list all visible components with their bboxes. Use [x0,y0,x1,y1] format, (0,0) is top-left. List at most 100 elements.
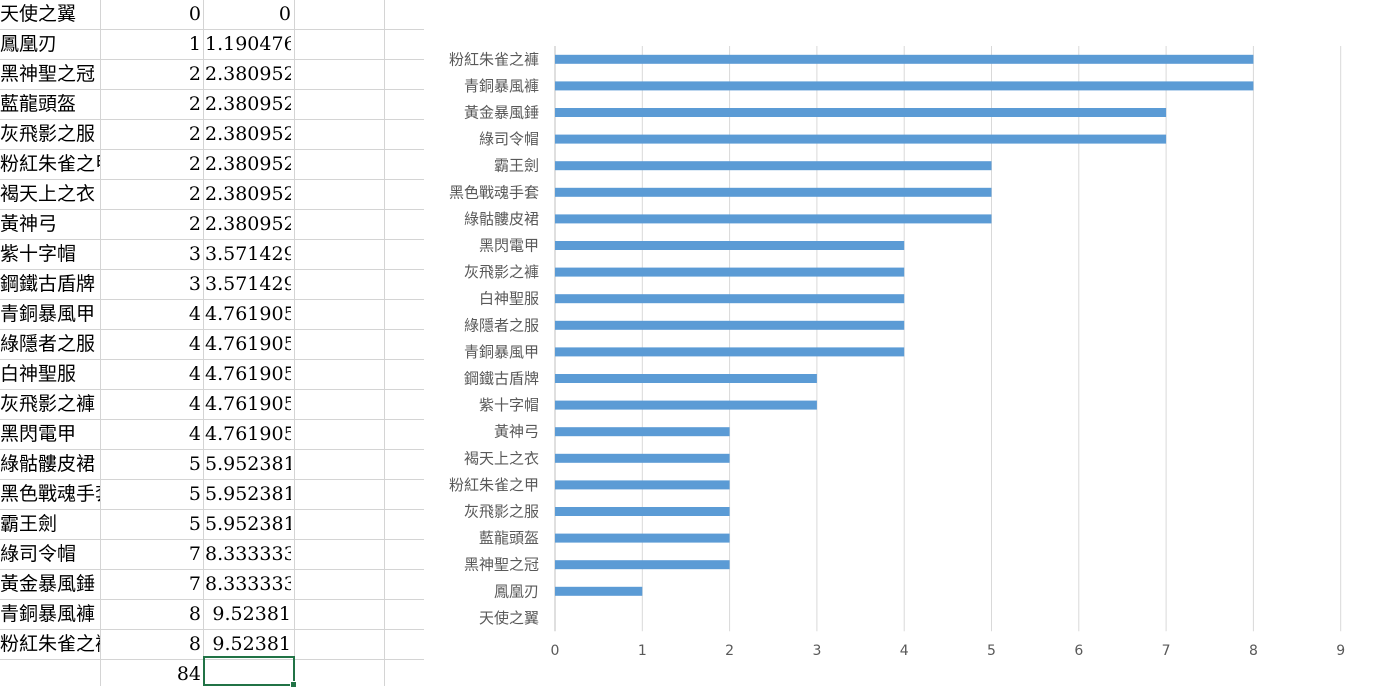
category-label: 黑神聖之冠 [464,556,539,574]
percent-cell[interactable]: 2.380952 [205,213,291,235]
item-name-cell[interactable]: 青銅暴風甲 [0,303,96,325]
count-cell[interactable]: 2 [188,183,201,205]
total-cell[interactable]: 84 [176,663,201,685]
count-cell[interactable]: 1 [188,33,201,55]
count-cell[interactable]: 4 [188,363,201,385]
table-row[interactable]: 鋼鐵古盾牌 3 3.571429 [0,270,424,300]
count-cell[interactable]: 7 [188,543,201,565]
table-row[interactable]: 青銅暴風褲 8 9.52381 [0,600,424,630]
count-cell[interactable]: 5 [188,483,201,505]
percent-cell[interactable]: 4.761905 [205,303,291,325]
count-cell[interactable]: 7 [188,573,201,595]
item-name-cell[interactable]: 黑色戰魂手套 [0,483,100,505]
table-row[interactable]: 褐天上之衣 2 2.380952 [0,180,424,210]
percent-cell[interactable]: 4.761905 [205,423,291,445]
count-cell[interactable]: 3 [188,273,201,295]
percent-cell[interactable]: 2.380952 [205,183,291,205]
item-name-cell[interactable]: 霸王劍 [0,513,58,535]
percent-cell[interactable]: 4.761905 [205,393,291,415]
count-cell[interactable]: 5 [188,513,201,535]
bar [555,108,1167,117]
count-cell[interactable]: 4 [188,393,201,415]
bar-chart[interactable]: 天使之翼 鳳凰刃 黑神聖之冠 藍龍頭盔 灰飛影之服 粉紅朱雀之甲 褐天上之衣 黃神弓 紫十字帽 鋼… [424,0,1387,686]
item-name-cell[interactable]: 青銅暴風褲 [0,603,96,625]
item-name-cell[interactable]: 綠隱者之服 [0,333,96,355]
category-label: 黃神弓 [494,423,539,441]
fill-handle[interactable] [290,681,297,688]
percent-cell[interactable]: 5.952381 [205,513,291,535]
percent-cell[interactable]: 5.952381 [205,483,291,505]
item-name-cell[interactable]: 綠司令帽 [0,543,77,565]
count-cell[interactable]: 4 [188,303,201,325]
item-name-cell[interactable]: 紫十字帽 [0,243,77,265]
percent-cell[interactable]: 4.761905 [205,333,291,355]
count-cell[interactable]: 8 [188,633,201,655]
item-name-cell[interactable]: 褐天上之衣 [0,183,96,205]
percent-cell[interactable]: 9.52381 [212,633,291,655]
table-row[interactable]: 霸王劍 5 5.952381 [0,510,424,540]
count-cell[interactable]: 2 [188,123,201,145]
percent-cell[interactable]: 9.52381 [212,603,291,625]
count-cell[interactable]: 3 [188,243,201,265]
count-cell[interactable]: 2 [188,93,201,115]
percent-cell[interactable]: 8.333333 [205,573,291,595]
table-row[interactable]: 紫十字帽 3 3.571429 [0,240,424,270]
percent-cell[interactable]: 2.380952 [205,93,291,115]
percent-cell[interactable]: 0 [278,3,291,25]
table-row[interactable]: 青銅暴風甲 4 4.761905 [0,300,424,330]
percent-cell[interactable]: 2.380952 [205,63,291,85]
item-name-cell[interactable]: 黃金暴風錘 [0,573,96,595]
table-row[interactable]: 綠骷髏皮裙 5 5.952381 [0,450,424,480]
table-row[interactable]: 鳳凰刃 1 1.190476 [0,30,424,60]
total-row[interactable]: 84 [0,660,424,690]
item-name-cell[interactable]: 灰飛影之褲 [0,393,96,415]
item-name-cell[interactable]: 白神聖服 [0,363,77,385]
category-label: 天使之翼 [479,609,539,627]
count-cell[interactable]: 2 [188,153,201,175]
category-label: 藍龍頭盔 [479,529,539,547]
table-row[interactable]: 天使之翼 0 0 [0,0,424,30]
table-row[interactable]: 黃神弓 2 2.380952 [0,210,424,240]
table-row[interactable]: 黑閃電甲 4 4.761905 [0,420,424,450]
item-name-cell[interactable]: 天使之翼 [0,3,77,25]
count-cell[interactable]: 8 [188,603,201,625]
item-name-cell[interactable]: 粉紅朱雀之褲 [0,633,100,655]
percent-cell[interactable]: 3.571429 [205,243,291,265]
item-name-cell[interactable]: 鳳凰刃 [0,33,58,55]
item-name-cell[interactable]: 鋼鐵古盾牌 [0,273,96,295]
table-row[interactable]: 粉紅朱雀之甲 22.380952 [0,150,424,180]
percent-cell[interactable]: 4.761905 [205,363,291,385]
table-row[interactable]: 灰飛影之服 2 2.380952 [0,120,424,150]
table-row[interactable]: 黃金暴風錘 7 8.333333 [0,570,424,600]
table-row[interactable]: 黑神聖之冠 2 2.380952 [0,60,424,90]
item-name-cell[interactable]: 黑神聖之冠 [0,63,96,85]
item-name-cell[interactable]: 黃神弓 [0,213,58,235]
item-name-cell[interactable]: 粉紅朱雀之甲 [0,153,100,175]
table-row[interactable]: 黑色戰魂手套 55.952381 [0,480,424,510]
percent-cell[interactable]: 5.952381 [205,453,291,475]
table-row[interactable]: 綠隱者之服 4 4.761905 [0,330,424,360]
count-cell[interactable]: 4 [188,423,201,445]
percent-cell[interactable]: 2.380952 [205,123,291,145]
count-cell[interactable]: 5 [188,453,201,475]
table-row[interactable]: 藍龍頭盔 2 2.380952 [0,90,424,120]
table-row[interactable]: 綠司令帽 7 8.333333 [0,540,424,570]
selected-cell[interactable] [203,656,297,688]
table-row[interactable]: 粉紅朱雀之褲 8 9.52381 [0,630,424,660]
item-name-cell[interactable]: 黑閃電甲 [0,423,77,445]
table-row[interactable]: 灰飛影之褲 4 4.761905 [0,390,424,420]
item-name-cell[interactable]: 綠骷髏皮裙 [0,453,96,475]
count-cell[interactable]: 2 [188,63,201,85]
percent-cell[interactable]: 3.571429 [205,273,291,295]
bar [555,187,992,197]
percent-cell[interactable]: 8.333333 [205,543,291,565]
table-row[interactable]: 白神聖服 4 4.761905 [0,360,424,390]
percent-cell[interactable]: 2.380952 [205,153,291,175]
count-cell[interactable]: 2 [188,213,201,235]
count-cell[interactable]: 0 [188,3,201,25]
category-label: 綠隱者之服 [464,316,539,334]
count-cell[interactable]: 4 [188,333,201,355]
item-name-cell[interactable]: 藍龍頭盔 [0,93,77,115]
percent-cell[interactable]: 1.190476 [205,33,291,55]
item-name-cell[interactable]: 灰飛影之服 [0,123,96,145]
